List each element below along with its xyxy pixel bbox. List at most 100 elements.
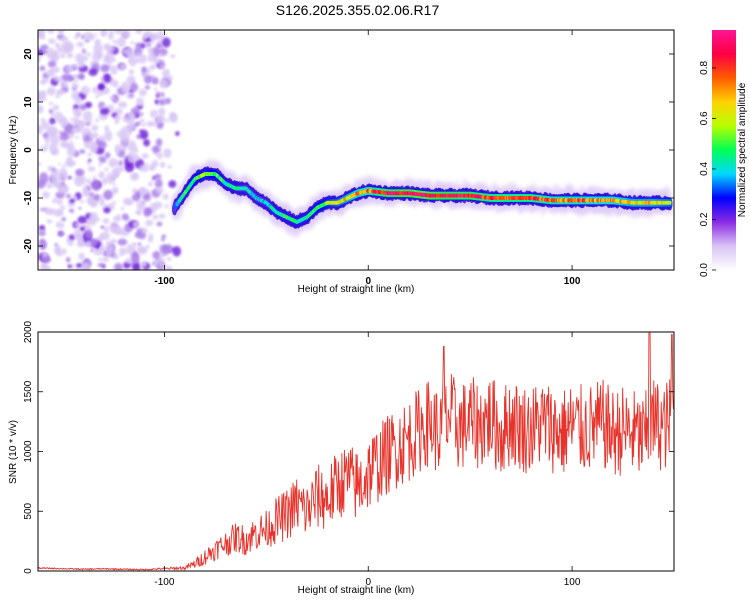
noise-blob [73, 228, 82, 240]
noise-blob [132, 263, 141, 270]
noise-blob [93, 33, 98, 36]
noise-blob [145, 162, 149, 166]
noise-blob [166, 118, 170, 123]
noise-blob [106, 244, 114, 253]
noise-blob [157, 122, 164, 130]
noise-blob [42, 77, 49, 84]
spectrogram-x-tick-label: -100 [154, 276, 174, 287]
noise-blob [121, 30, 131, 39]
noise-blob [94, 38, 101, 46]
noise-blob [154, 178, 163, 189]
spectrogram-ridge [170, 158, 673, 238]
noise-blob [155, 138, 163, 147]
spectrogram-y-ticks: 20 10 0 -10 -20 [23, 48, 674, 253]
noise-blob [160, 253, 165, 258]
spectrogram-x-tick-label: 100 [564, 276, 581, 287]
noise-blob [139, 118, 145, 123]
noise-blob [83, 51, 88, 55]
noise-blob [38, 94, 47, 102]
spectrogram-x-ticks: -100 0 100 [154, 30, 581, 287]
noise-blob [42, 263, 47, 268]
noise-blob [57, 162, 61, 166]
noise-blob [39, 238, 45, 244]
noise-blob [160, 245, 169, 251]
noise-blob [99, 199, 105, 207]
noise-blob [143, 139, 150, 147]
noise-blob [75, 79, 79, 83]
spectrogram-y-tick-label: -10 [23, 190, 34, 205]
noise-blob [112, 215, 122, 223]
noise-blob [54, 247, 60, 255]
noise-blob [158, 146, 162, 150]
noise-blob [77, 60, 85, 69]
noise-blob [138, 88, 147, 97]
noise-blob [100, 226, 104, 229]
noise-blob [152, 214, 159, 220]
noise-blob [95, 244, 100, 250]
noise-blob [55, 221, 62, 229]
noise-blob [38, 30, 43, 37]
noise-blob [109, 95, 115, 100]
snr-y-axis-label: SNR (10 * v/v) [8, 420, 19, 484]
noise-blob [153, 201, 163, 209]
noise-blob [148, 64, 156, 71]
noise-blob [130, 252, 140, 263]
noise-blob [100, 30, 108, 37]
noise-blob [120, 206, 125, 211]
noise-blob [136, 246, 146, 254]
noise-blob [134, 57, 141, 64]
noise-blob [59, 205, 66, 211]
noise-blob [116, 165, 125, 173]
colorbar-tick-label: 0.8 [699, 61, 710, 75]
noise-blob [47, 60, 57, 68]
noise-blob [158, 52, 164, 57]
noise-blob [136, 52, 142, 58]
spectrogram-y-axis-label: Frequency (Hz) [8, 116, 19, 185]
noise-blob [85, 240, 92, 247]
noise-blob [90, 248, 94, 253]
noise-blob [76, 32, 81, 37]
noise-blob [67, 146, 76, 157]
noise-blob [115, 149, 120, 155]
noise-blob [76, 41, 85, 48]
noise-blob [43, 253, 47, 257]
noise-blob [167, 165, 172, 169]
noise-blob [59, 118, 68, 126]
noise-blob [51, 167, 56, 172]
noise-blob [149, 109, 158, 119]
colorbar-tick-label: 0.4 [699, 162, 710, 176]
noise-blob [126, 75, 136, 85]
snr-panel: -100 0 100 0 500 1000 1500 2000 Height of stra… [8, 320, 675, 596]
noise-blob [164, 97, 172, 105]
noise-blob [118, 101, 128, 109]
noise-blob [120, 134, 130, 144]
noise-blob [69, 140, 74, 144]
noise-blob [134, 231, 142, 239]
noise-blob [119, 253, 123, 257]
noise-blob [127, 199, 134, 206]
noise-blob [107, 252, 111, 256]
noise-blob [158, 99, 166, 105]
noise-blob [158, 213, 166, 219]
noise-blob [80, 85, 91, 95]
colorbar: 0.0 0.2 0.4 0.6 0.8 Normalized spectral ampl… [699, 30, 748, 277]
noise-blob [103, 73, 112, 83]
noise-blob [172, 246, 182, 257]
noise-blob [73, 116, 80, 124]
noise-blob [69, 198, 75, 203]
noise-blob [76, 239, 85, 248]
noise-blob [96, 52, 104, 58]
noise-blob [126, 243, 137, 256]
noise-blob [145, 244, 150, 250]
noise-blob [140, 260, 147, 268]
noise-blob [125, 112, 136, 120]
colorbar-tick-label: 0.2 [699, 212, 710, 226]
noise-blob [54, 243, 58, 247]
ridge-core [668, 200, 672, 205]
noise-blob [161, 234, 167, 239]
noise-blob [112, 80, 119, 87]
noise-blob [57, 30, 63, 35]
noise-blob [100, 64, 110, 73]
snr-y-tick-label: 500 [23, 502, 34, 519]
noise-blob [40, 121, 50, 130]
